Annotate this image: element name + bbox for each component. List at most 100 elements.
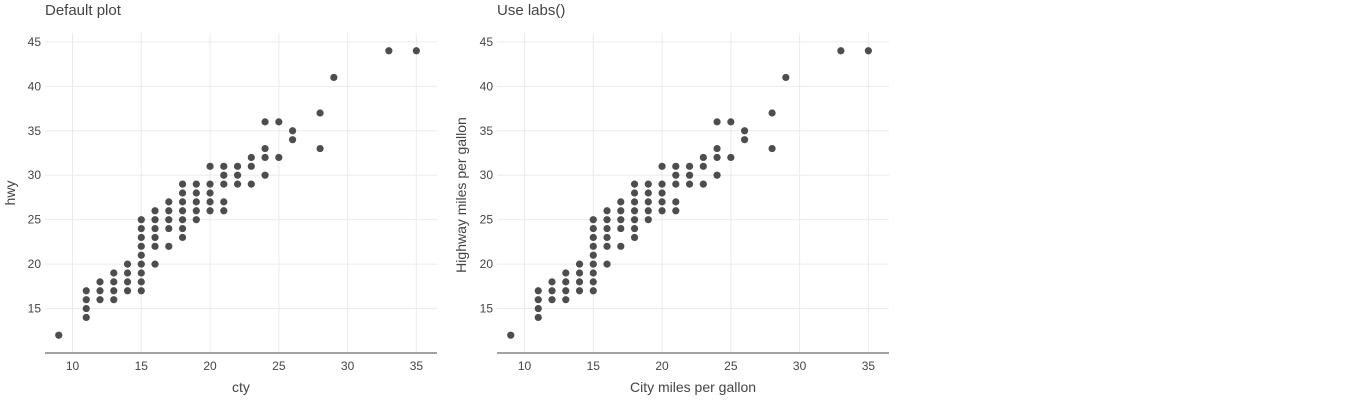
y-tick-label: 25 <box>28 213 42 227</box>
y-tick-label: 20 <box>28 257 42 271</box>
scatter-point <box>261 171 269 179</box>
scatter-point <box>658 162 666 170</box>
scatter-point <box>206 198 214 206</box>
scatter-point <box>630 233 639 242</box>
scatter-point <box>165 198 173 206</box>
scatter-point <box>617 207 625 215</box>
scatter-point <box>672 198 680 206</box>
panel-title-default: Default plot <box>45 2 122 19</box>
scatter-point <box>589 278 597 286</box>
scatter-point <box>603 224 611 233</box>
panel-2-x-ticks: 10 15 20 25 30 35 <box>518 359 876 373</box>
scatter-point <box>165 242 173 250</box>
scatter-point <box>575 278 584 286</box>
scatter-point <box>562 296 570 304</box>
scatter-point <box>96 287 104 295</box>
scatter-point <box>151 224 159 233</box>
scatter-point <box>192 207 200 215</box>
scatter-point <box>658 180 666 188</box>
scatter-point <box>330 73 338 82</box>
scatter-point <box>165 224 173 233</box>
scatter-point <box>713 144 721 153</box>
scatter-point <box>562 269 570 277</box>
scatter-point <box>288 127 297 135</box>
scatter-point <box>247 153 255 162</box>
scatter-point <box>548 278 556 286</box>
scatter-point <box>603 216 611 224</box>
scatter-point <box>137 216 145 224</box>
scatter-point <box>603 242 611 250</box>
scatter-point <box>275 118 283 126</box>
panel-use-labs: Use labs() 10 15 20 25 30 35 15 20 25 30 35 40 45 C… <box>453 2 889 395</box>
scatter-point <box>151 207 159 215</box>
scatter-point <box>507 331 515 339</box>
scatter-point <box>151 216 159 224</box>
scatter-point <box>644 207 652 215</box>
scatter-point <box>55 331 63 339</box>
panel-1-x-axis-title: cty <box>232 379 250 395</box>
y-tick-label: 15 <box>28 302 42 316</box>
y-tick-label: 35 <box>28 124 42 138</box>
scatter-point <box>151 260 159 268</box>
scatter-point <box>192 189 200 197</box>
scatter-point <box>178 224 187 233</box>
scatter-point <box>575 260 584 268</box>
x-tick-label: 10 <box>66 359 80 373</box>
scatter-point <box>82 296 90 304</box>
scatter-point <box>233 162 242 170</box>
scatter-point <box>837 47 845 55</box>
scatter-point <box>740 136 749 144</box>
scatter-point <box>589 260 597 268</box>
scatter-point <box>288 136 297 144</box>
scatter-point <box>603 260 611 268</box>
scatter-point <box>685 162 694 170</box>
scatter-point <box>630 216 639 224</box>
scatter-point <box>137 224 145 233</box>
scatter-point <box>110 287 118 295</box>
scatter-point <box>644 216 652 224</box>
scatter-point <box>137 269 145 277</box>
scatter-point <box>617 198 625 206</box>
scatter-point <box>275 153 283 162</box>
scatter-point <box>534 313 542 322</box>
scatter-point <box>220 171 228 179</box>
scatter-point <box>261 153 269 162</box>
scatter-point <box>247 162 255 170</box>
scatter-point <box>644 198 652 206</box>
scatter-point <box>685 171 694 179</box>
scatter-point <box>589 269 597 277</box>
scatter-point <box>864 47 872 55</box>
scatter-point <box>233 180 242 188</box>
scatter-point <box>630 180 639 188</box>
scatter-point <box>206 207 214 215</box>
scatter-point <box>206 162 214 170</box>
scatter-point <box>137 251 145 259</box>
scatter-point <box>123 260 132 268</box>
scatter-point <box>220 198 228 206</box>
scatter-point <box>534 296 542 304</box>
panel-2-points <box>507 47 872 339</box>
scatter-point <box>82 304 90 313</box>
scatter-point <box>220 180 228 188</box>
scatter-point <box>589 242 597 250</box>
scatter-point <box>562 278 570 286</box>
scatter-point <box>178 233 187 242</box>
scatter-point <box>630 189 639 197</box>
scatter-point <box>782 73 790 82</box>
scatter-point <box>137 242 145 250</box>
panel-1-y-axis-title: hwy <box>2 181 18 206</box>
y-tick-label: 15 <box>480 302 494 316</box>
scatter-point <box>713 171 721 179</box>
scatter-point <box>110 296 118 304</box>
x-tick-label: 20 <box>655 359 669 373</box>
scatter-point <box>699 162 707 170</box>
scatter-point <box>137 287 145 295</box>
scatter-point <box>603 233 611 242</box>
scatter-point <box>630 224 639 233</box>
scatter-point <box>206 180 214 188</box>
scatter-point <box>261 144 269 153</box>
y-tick-label: 30 <box>480 168 494 182</box>
scatter-point <box>261 118 269 126</box>
scatter-point <box>233 171 242 179</box>
scatter-point <box>672 162 680 170</box>
